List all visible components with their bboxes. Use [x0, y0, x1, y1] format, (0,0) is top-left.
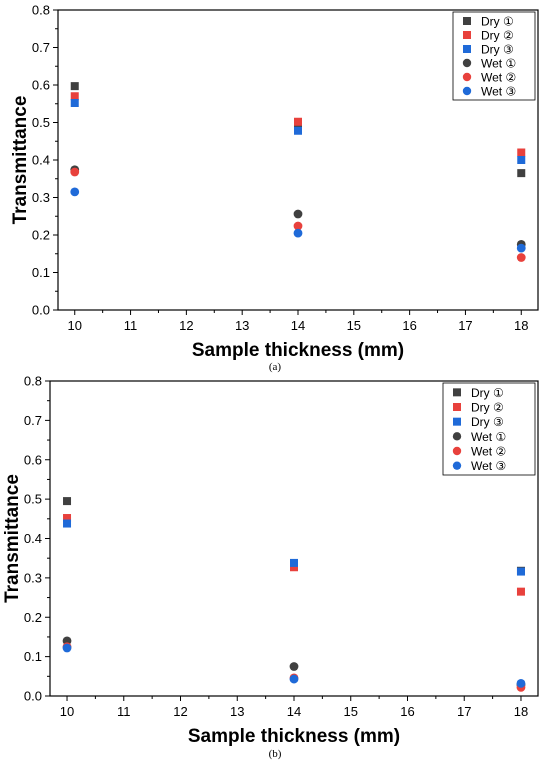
y-tick-label: 0.7	[24, 413, 42, 428]
legend-label: Wet ③	[481, 85, 516, 99]
y-tick-label: 0.0	[32, 303, 50, 318]
y-tick-label: 0.3	[24, 570, 42, 585]
y-tick-label: 0.2	[24, 610, 42, 625]
y-tick-label: 0.6	[32, 78, 50, 93]
data-point-circle	[293, 209, 303, 219]
y-tick-label: 0.4	[24, 531, 42, 546]
legend-marker-circle	[462, 58, 472, 68]
data-point-circle	[516, 253, 526, 262]
data-point-square	[516, 587, 525, 596]
legend-label: Wet ③	[471, 459, 506, 473]
data-point-square	[294, 126, 302, 135]
legend-marker-square	[463, 17, 471, 25]
legend-marker-circle	[462, 72, 472, 82]
chart-panel-b: 0.0 0.1 0.2 0.3 0.4 0.5 0.6 0.7 0.8 10 11 12 13 14 15 1…	[2, 374, 539, 760]
legend-label: Dry ①	[471, 386, 504, 400]
data-point-square	[63, 514, 72, 523]
legend-label: Dry ②	[471, 401, 504, 415]
y-tick-label: 0.1	[32, 265, 50, 280]
data-point-circle	[293, 221, 303, 231]
x-tick-label: 17	[458, 318, 472, 333]
x-tick-label: 17	[457, 704, 471, 719]
x-tick-label: 13	[230, 704, 244, 719]
x-tick-label: 14	[287, 704, 301, 719]
chart-panel-a: 0.0 0.1 0.2 0.3 0.4 0.5 0.6 0.7 0.8 10 11 12 13 14 15 1…	[10, 3, 539, 373]
legend-marker-circle	[452, 432, 462, 441]
x-tick-label: 12	[179, 318, 193, 333]
legend-box	[452, 11, 536, 101]
legend-label: Wet ②	[471, 445, 506, 459]
x-tick-label: 18	[514, 704, 528, 719]
data-point-square	[63, 497, 72, 506]
panel-caption: (b)	[269, 748, 282, 760]
x-tick-label: 15	[344, 704, 358, 719]
legend-label: Wet ①	[471, 430, 506, 444]
data-point-circle	[62, 643, 72, 653]
y-tick-label: 0.7	[32, 40, 50, 55]
data-point-square	[516, 567, 525, 576]
data-point-circle	[70, 187, 80, 197]
legend-marker-square	[463, 31, 471, 39]
x-axis-title: Sample thickness (mm)	[188, 726, 400, 747]
data-point-square	[290, 558, 298, 567]
x-axis-title: Sample thickness (mm)	[192, 340, 404, 361]
x-tick-label: 16	[402, 318, 416, 333]
data-point-square	[294, 117, 302, 126]
x-tick-label: 13	[235, 318, 249, 333]
legend-marker-square	[453, 403, 461, 411]
data-point-square	[63, 519, 72, 528]
y-tick-label: 0.8	[32, 3, 50, 18]
y-tick-label: 0.5	[24, 492, 42, 507]
x-tick-label: 11	[124, 318, 138, 333]
y-tick-label: 0.6	[24, 452, 42, 467]
data-point-circle	[289, 674, 299, 684]
data-point-circle	[289, 662, 299, 671]
x-tick-label: 12	[173, 704, 187, 719]
data-point-circle	[70, 167, 80, 177]
legend-label: Dry ②	[481, 29, 514, 43]
legend-label: Dry ③	[481, 43, 514, 57]
data-point-circle	[516, 679, 526, 688]
x-tick-label: 10	[68, 318, 82, 333]
legend-label: Wet ①	[481, 57, 516, 71]
data-point-square	[290, 563, 298, 572]
legend-marker-square	[453, 388, 461, 397]
data-point-circle	[516, 243, 526, 253]
data-point-square	[517, 169, 526, 178]
legend-marker-circle	[452, 461, 462, 470]
y-tick-label: 0.0	[24, 689, 42, 704]
legend-marker-square	[453, 417, 461, 426]
data-point-square	[70, 82, 79, 91]
data-point-circle	[293, 228, 303, 238]
legend-marker-circle	[452, 446, 462, 456]
data-point-square	[70, 92, 79, 101]
y-tick-label: 0.8	[24, 374, 42, 389]
legend-marker-circle	[462, 86, 472, 96]
y-tick-label: 0.4	[32, 153, 50, 168]
legend-box	[442, 382, 536, 476]
x-tick-label: 14	[291, 318, 305, 333]
legend-label: Dry ①	[481, 15, 514, 29]
data-point-square	[517, 148, 526, 157]
legend-label: Dry ③	[471, 415, 504, 429]
y-tick-label: 0.5	[32, 115, 50, 130]
x-tick-label: 11	[117, 704, 131, 719]
panel-caption: (a)	[269, 361, 282, 373]
legend-marker-square	[463, 45, 471, 53]
legend-label: Wet ②	[481, 71, 516, 85]
x-tick-label: 18	[514, 318, 528, 333]
x-tick-label: 16	[400, 704, 414, 719]
y-axis-title: Transmittance	[2, 474, 23, 603]
y-tick-label: 0.3	[32, 190, 50, 205]
y-tick-label: 0.2	[32, 228, 50, 243]
y-axis-title: Transmittance	[10, 96, 31, 225]
data-point-square	[70, 99, 79, 107]
x-tick-label: 10	[60, 704, 74, 719]
x-tick-label: 15	[347, 318, 361, 333]
data-point-square	[517, 156, 526, 164]
y-tick-label: 0.1	[24, 649, 42, 664]
